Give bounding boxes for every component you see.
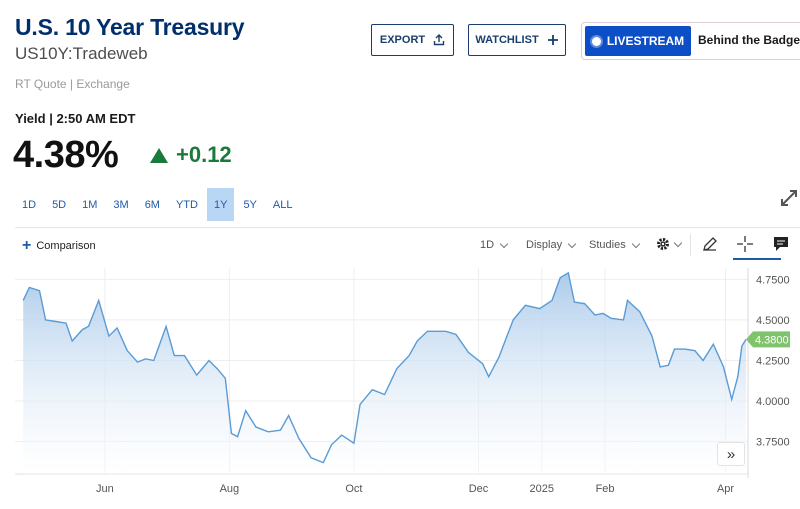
watchlist-label: WATCHLIST	[475, 34, 539, 46]
expand-icon[interactable]	[778, 187, 800, 209]
last-value-label: 4.3800	[755, 334, 789, 346]
x-tick-label: Apr	[717, 483, 734, 495]
comment-icon[interactable]	[772, 235, 790, 253]
ticker-symbol: US10Y:Tradeweb	[15, 44, 148, 63]
range-3m[interactable]: 3M	[113, 198, 129, 211]
gear-icon[interactable]	[655, 235, 673, 253]
studies-dropdown[interactable]: Studies	[589, 239, 640, 251]
livestream-button[interactable]: LIVESTREAM	[585, 26, 691, 56]
export-button[interactable]: EXPORT	[371, 24, 454, 56]
double-chevron-right-icon: »	[726, 445, 736, 463]
x-tick-label: Aug	[220, 483, 240, 495]
scroll-to-latest-button[interactable]: »	[717, 442, 745, 466]
studies-label: Studies	[589, 239, 626, 251]
x-tick-label: Oct	[345, 483, 362, 495]
interval-dropdown[interactable]: 1D	[480, 239, 509, 251]
plus-icon: +	[22, 237, 32, 254]
range-1y[interactable]: 1Y	[206, 188, 235, 221]
plus-icon	[547, 35, 558, 45]
y-axis: 3.7500 4.0000 4.2500 4.5000 4.7500	[756, 274, 790, 448]
change-value: +0.12	[176, 142, 232, 167]
time-range-selector: 1D 5D 1M 3M 6M YTD 1Y 5Y ALL	[15, 188, 301, 221]
display-dropdown[interactable]: Display	[526, 239, 577, 251]
y-tick-label: 3.7500	[756, 437, 790, 449]
yield-area-fill	[23, 272, 746, 474]
x-axis: Jun Aug Oct Dec 2025 Feb Apr	[96, 483, 734, 495]
livestream-banner[interactable]: LIVESTREAM Behind the Badge	[581, 22, 800, 60]
last-value-tag-shape	[746, 331, 790, 348]
range-1d[interactable]: 1D	[22, 198, 37, 211]
active-tool-indicator	[733, 258, 781, 260]
yield-timestamp: Yield | 2:50 AM EDT	[15, 111, 136, 126]
x-tick-label: Dec	[469, 483, 489, 495]
range-6m[interactable]: 6M	[144, 198, 160, 211]
y-tick-label: 4.2500	[756, 355, 790, 367]
display-label: Display	[526, 239, 563, 251]
range-all[interactable]: ALL	[272, 198, 293, 211]
chevron-down-icon	[499, 239, 509, 248]
chevron-down-icon	[631, 239, 640, 248]
watchlist-button[interactable]: WATCHLIST	[468, 24, 566, 56]
x-tick-label: Feb	[596, 483, 615, 495]
range-ytd[interactable]: YTD	[175, 198, 198, 211]
price-chart[interactable]: Jun Aug Oct Dec 2025 Feb Apr 3.7500 4.0000 4.250…	[0, 262, 800, 502]
comparison-button[interactable]: + Comparison	[22, 237, 96, 254]
livestream-label: LIVESTREAM	[606, 34, 685, 48]
range-5y[interactable]: 5Y	[243, 198, 257, 211]
y-tick-label: 4.5000	[756, 315, 790, 327]
livestream-show-title[interactable]: Behind the Badge	[698, 33, 800, 47]
export-label: EXPORT	[379, 34, 426, 46]
last-price: 4.38%	[13, 134, 119, 176]
last-value-tag: 4.3800	[746, 331, 790, 348]
x-tick-label: Jun	[96, 483, 114, 495]
range-1m[interactable]: 1M	[82, 198, 98, 211]
live-dot-icon	[591, 36, 601, 46]
chevron-down-icon	[567, 239, 577, 248]
chart-toolbar: + Comparison 1D Display Studies	[15, 227, 800, 260]
chevron-down-icon	[673, 238, 683, 248]
y-tick-label: 4.7500	[756, 274, 790, 286]
page-title: U.S. 10 Year Treasury	[15, 14, 245, 40]
quote-source: RT Quote | Exchange	[15, 77, 130, 91]
range-5d[interactable]: 5D	[52, 198, 67, 211]
share-icon	[433, 34, 445, 46]
pencil-icon[interactable]	[701, 235, 719, 253]
up-arrow-icon	[150, 147, 168, 163]
comparison-label: Comparison	[36, 240, 96, 252]
crosshair-icon[interactable]	[736, 235, 754, 253]
y-tick-label: 4.0000	[756, 396, 790, 408]
price-change: +0.12	[150, 142, 232, 168]
yield-line	[22, 271, 747, 464]
x-tick-label: 2025	[530, 483, 554, 495]
interval-label: 1D	[480, 239, 495, 251]
toolbar-divider	[690, 234, 691, 256]
